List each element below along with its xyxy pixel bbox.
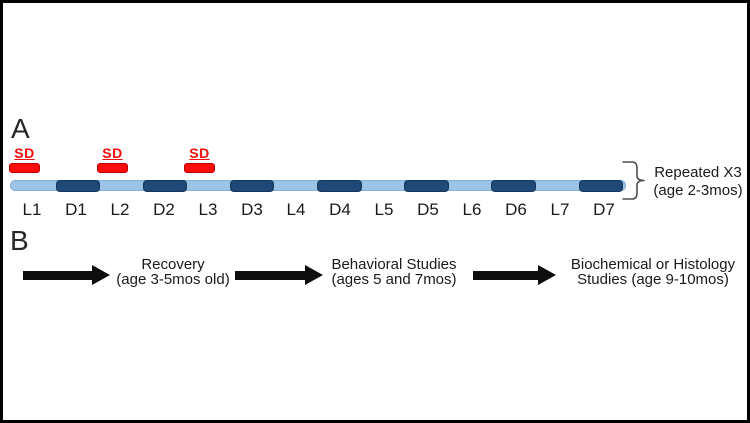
phase-label-L5: L5: [374, 200, 394, 219]
sd-label-3: SD: [189, 145, 210, 161]
step-title: Behavioral Studies: [331, 256, 457, 273]
phase-segment-D7: [578, 179, 624, 192]
step-title: Biochemical or Histology: [570, 256, 736, 273]
phase-label-L4: L4: [286, 200, 306, 219]
phase-label-D5: D5: [417, 200, 439, 219]
repeat-annotation-line1: Repeated X3: [654, 164, 742, 181]
phase-label-D3: D3: [241, 200, 263, 219]
phase-label-D6: D6: [505, 200, 527, 219]
sd-label-1: SD: [14, 145, 35, 161]
arrow-shaft: [473, 270, 538, 280]
step-recovery: Recovery (age 3-5mos old): [108, 256, 238, 288]
phase-segment-L6: [449, 181, 492, 190]
phase-segment-L7: [536, 181, 579, 190]
phase-label-D4: D4: [329, 200, 351, 219]
phase-segment-L2: [100, 181, 143, 190]
phase-label-L1: L1: [22, 200, 42, 219]
timeline-arrow-1: [23, 265, 110, 285]
arrow-shaft: [235, 270, 305, 280]
sd-marker-3: SD: [184, 146, 215, 173]
step-subtitle: (ages 5 and 7mos): [331, 270, 457, 288]
panel-b-label: B: [10, 225, 29, 256]
timeline-arrow-2: [235, 265, 323, 285]
phase-label-L2: L2: [110, 200, 130, 219]
step-subtitle: Studies (age 9-10mos): [577, 270, 729, 288]
light-dark-cycle-bar: [10, 179, 626, 192]
arrow-head-icon: [305, 265, 323, 285]
phase-segment-D5: [404, 179, 449, 192]
arrow-head-icon: [92, 265, 110, 285]
phase-label-L3: L3: [198, 200, 218, 219]
phase-segment-L4: [274, 181, 317, 190]
timeline-arrow-3: [473, 265, 556, 285]
sd-marker-2: SD: [97, 146, 128, 173]
phase-segment-D6: [491, 179, 536, 192]
step-behavioral-studies: Behavioral Studies (ages 5 and 7mos): [329, 256, 459, 288]
step-biochemical-histology: Biochemical or Histology Studies (age 9-…: [565, 256, 741, 288]
repeat-annotation-line2: (age 2-3mos): [653, 182, 743, 199]
phase-segment-L1: [13, 181, 56, 190]
phase-segment-D2: [142, 179, 188, 192]
phase-label-D1: D1: [65, 200, 87, 219]
phase-segment-D1: [55, 179, 101, 192]
panel-a-label: A: [11, 113, 30, 144]
phase-segment-D3: [229, 179, 275, 192]
phase-segment-L5: [362, 181, 405, 190]
arrow-shaft: [23, 270, 92, 280]
phase-label-D7: D7: [593, 200, 615, 219]
sd-bar-1: [9, 163, 40, 173]
phase-segment-D4: [317, 179, 362, 192]
repeat-bracket: [622, 161, 645, 200]
phase-label-L6: L6: [462, 200, 482, 219]
repeat-annotation: Repeated X3 (age 2-3mos): [648, 164, 747, 200]
step-title: Recovery: [141, 256, 205, 273]
cycle-label-row: L1 D1 L2 D2 L3 D3 L4 D4 L5 D5 L6 D6 L7 D…: [10, 201, 626, 219]
sd-bar-2: [97, 163, 128, 173]
sd-label-2: SD: [102, 145, 123, 161]
arrow-head-icon: [538, 265, 556, 285]
phase-label-L7: L7: [550, 200, 570, 219]
step-subtitle: (age 3-5mos old): [116, 270, 230, 288]
sd-bar-3: [184, 163, 215, 173]
phase-segment-L3: [187, 181, 230, 190]
phase-label-D2: D2: [153, 200, 175, 219]
sd-marker-1: SD: [9, 146, 40, 173]
